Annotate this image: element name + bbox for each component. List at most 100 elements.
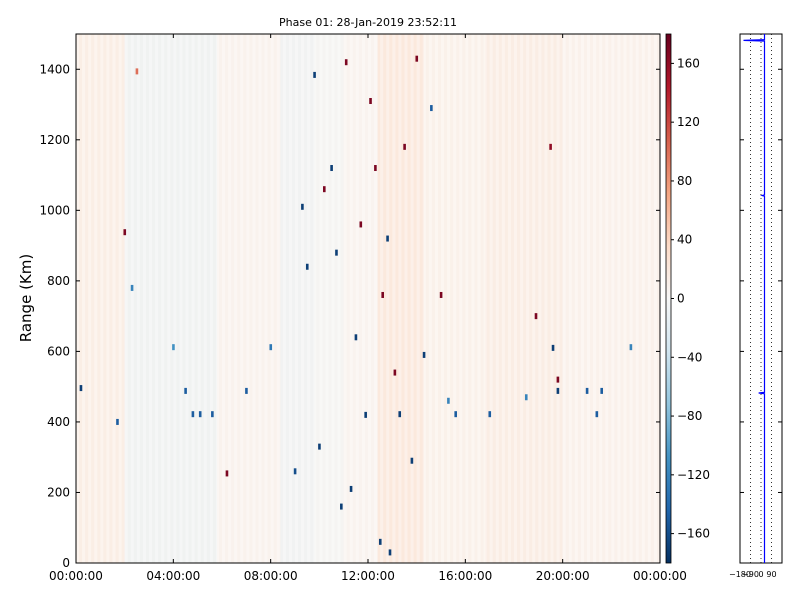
heatmap-cell — [225, 470, 229, 477]
heatmap-cell — [301, 203, 304, 210]
heatmap-stripe — [215, 34, 219, 563]
main-heatmap-plot: 00:00:00 04:00:00 08:00:00 12:00:00 16:00:00… — [17, 16, 687, 583]
colorbar-gradient — [665, 33, 672, 564]
heatmap-cell — [439, 291, 443, 298]
heatmap-cell — [79, 385, 83, 392]
heatmap-band — [76, 34, 125, 563]
heatmap-cell — [585, 387, 589, 394]
heatmap-cell — [403, 143, 406, 150]
heatmap-stripe — [574, 34, 578, 563]
heatmap-stripe — [142, 34, 146, 563]
heatmap-stripe — [599, 34, 603, 563]
heatmap-stripe — [623, 34, 627, 563]
heatmap-stripe — [94, 34, 98, 563]
heatmap-stripe — [550, 34, 554, 563]
side-profile-plot: −180−90 0 90 — [729, 33, 783, 579]
heatmap-cell — [393, 369, 397, 376]
heatmap-stripe — [392, 34, 396, 563]
x-tick-label: 00:00:00 — [49, 569, 103, 583]
heatmap-cell — [415, 55, 419, 62]
heatmap-cell — [305, 263, 309, 270]
heatmap-stripe — [441, 34, 445, 563]
colorbar-tick-label: −120 — [677, 468, 710, 482]
x-tick-label: 16:00:00 — [438, 569, 492, 583]
heatmap-stripe — [337, 34, 341, 563]
heatmap-stripe — [276, 34, 280, 563]
colorbar: −160 −120 −80 −40 0 40 80 120 160 — [665, 33, 710, 564]
heatmap-cells — [79, 55, 633, 556]
heatmap-stripe — [100, 34, 104, 563]
heatmap-stripe — [82, 34, 86, 563]
heatmap-stripe — [471, 34, 475, 563]
side-x-tick-label: 0 — [758, 570, 763, 579]
y-tick-label: 200 — [47, 485, 70, 499]
heatmap-stripe — [532, 34, 536, 563]
heatmap-stripe — [197, 34, 201, 563]
heatmap-band — [423, 34, 485, 563]
heatmap-cell — [172, 344, 175, 351]
heatmap-stripe — [161, 34, 165, 563]
heatmap-stripe — [374, 34, 378, 563]
heatmap-cell — [318, 443, 321, 450]
heatmap-cell — [374, 165, 377, 172]
heatmap-stripe — [611, 34, 615, 563]
heatmap-cell — [551, 344, 555, 351]
heatmap-cell — [135, 68, 139, 75]
heatmap-cell — [556, 376, 560, 383]
colorbar-ticks: −160 −120 −80 −40 0 40 80 120 160 — [671, 56, 710, 541]
heatmap-cell — [488, 411, 492, 418]
y-tick-label: 1400 — [39, 62, 70, 76]
heatmap-band — [484, 34, 563, 563]
heatmap-bands — [76, 34, 660, 563]
heatmap-stripe — [270, 34, 274, 563]
side-plot-grid — [750, 34, 772, 563]
heatmap-stripe — [386, 34, 390, 563]
heatmap-cell — [123, 229, 127, 236]
heatmap-cell — [386, 235, 389, 242]
heatmap-stripe — [307, 34, 311, 563]
heatmap-stripe — [282, 34, 286, 563]
heatmap-stripe — [258, 34, 262, 563]
heatmap-stripe — [380, 34, 384, 563]
heatmap-cell — [381, 291, 384, 298]
heatmap-cell — [354, 334, 358, 341]
side-x-tick-label: −90 — [742, 570, 759, 579]
heatmap-stripe — [465, 34, 469, 563]
heatmap-stripe — [331, 34, 335, 563]
heatmap-stripe — [568, 34, 572, 563]
y-tick-label: 1200 — [39, 133, 70, 147]
heatmap-cell — [335, 249, 338, 256]
heatmap-stripe — [313, 34, 317, 563]
colorbar-tick-label: −160 — [677, 527, 710, 541]
heatmap-stripe — [343, 34, 347, 563]
y-tick-label: 600 — [47, 344, 70, 358]
heatmap-stripe — [325, 34, 329, 563]
colorbar-tick-label: −40 — [677, 350, 702, 364]
heatmap-band — [314, 34, 344, 563]
heatmap-stripe — [416, 34, 420, 563]
heatmap-stripe — [587, 34, 591, 563]
heatmap-stripe — [264, 34, 268, 563]
heatmap-stripe — [112, 34, 116, 563]
heatmap-cell — [198, 411, 202, 418]
heatmap-cell — [349, 485, 353, 492]
heatmap-stripe — [295, 34, 299, 563]
heatmap-cell — [422, 351, 426, 358]
heatmap-stripe — [556, 34, 560, 563]
heatmap-stripe — [167, 34, 171, 563]
heatmap-stripe — [526, 34, 530, 563]
heatmap-stripe — [507, 34, 511, 563]
heatmap-stripe — [288, 34, 292, 563]
heatmap-stripe — [410, 34, 414, 563]
heatmap-stripe — [349, 34, 353, 563]
heatmap-cell — [211, 411, 214, 418]
heatmap-stripe — [209, 34, 213, 563]
heatmap-stripe — [185, 34, 189, 563]
heatmap-cell — [116, 418, 119, 425]
heatmap-stripe — [617, 34, 621, 563]
heatmap-column-stripes — [76, 34, 657, 563]
y-tick-label: 400 — [47, 415, 70, 429]
heatmap-stripe — [489, 34, 493, 563]
x-tick-label: 12:00:00 — [341, 569, 395, 583]
x-tick-label: 08:00:00 — [244, 569, 298, 583]
